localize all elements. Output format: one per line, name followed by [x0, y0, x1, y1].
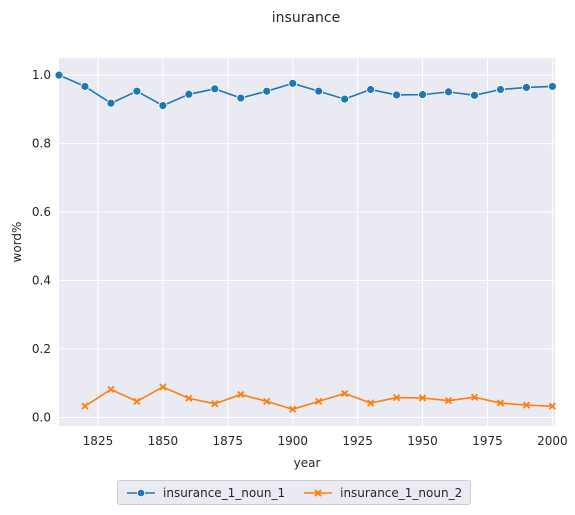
data-point-series-2	[341, 389, 349, 398]
data-point-series-1	[288, 78, 298, 88]
legend-item-series-2: insurance_1_noun_2	[303, 486, 462, 500]
data-point-series-1	[54, 70, 64, 80]
data-point-series-2	[81, 402, 89, 410]
y-tick-label: 0.2	[32, 342, 51, 356]
data-point-series-1	[392, 90, 401, 100]
series-markers	[54, 70, 557, 413]
data-point-series-1	[80, 82, 90, 91]
data-point-series-2	[470, 393, 479, 401]
data-point-series-1	[236, 93, 246, 103]
x-tick-label: 1875	[213, 434, 244, 448]
plot-area	[59, 58, 555, 426]
y-tick-label: 0.0	[32, 410, 51, 424]
data-point-series-1	[262, 86, 272, 96]
x-tick-label: 1900	[277, 434, 308, 448]
data-point-series-1	[158, 101, 168, 110]
x-tick-label: 1950	[407, 434, 438, 448]
data-point-series-2	[263, 397, 271, 405]
data-point-series-2	[366, 399, 375, 407]
data-point-series-2	[548, 402, 557, 410]
x-axis-label: year	[294, 456, 321, 470]
data-point-series-1	[366, 85, 376, 94]
data-point-series-1	[496, 85, 505, 94]
x-tick-label: 1825	[83, 434, 114, 448]
y-tick-labels: 0.0 0.2 0.4 0.6 0.8 1.0	[32, 68, 51, 424]
legend-label-series-2: insurance_1_noun_2	[340, 485, 463, 500]
x-tick-label: 1925	[342, 434, 373, 448]
data-point-series-1	[444, 87, 453, 97]
data-point-series-2	[392, 393, 401, 402]
data-point-series-1	[132, 86, 142, 96]
data-point-series-2	[289, 405, 297, 413]
legend: insurance_1_noun_1 insurance_1_noun_2	[117, 480, 472, 505]
circle-marker-icon	[127, 488, 155, 497]
data-point-series-2	[418, 394, 427, 402]
data-point-series-1	[548, 82, 557, 91]
data-point-series-2	[159, 383, 167, 391]
data-point-series-1	[340, 94, 350, 104]
data-point-series-1	[210, 84, 220, 94]
data-point-series-2	[496, 399, 505, 407]
data-point-series-1	[184, 89, 194, 99]
y-tick-label: 0.4	[32, 274, 51, 288]
data-point-series-1	[522, 83, 531, 92]
x-tick-label: 1850	[148, 434, 179, 448]
y-tick-label: 1.0	[32, 68, 51, 82]
x-tick-label: 2000	[537, 434, 568, 448]
x-tick-labels: 1825 1850 1875 1900 1925 1950 1975 2000	[83, 434, 568, 448]
y-axis-label: word%	[10, 222, 24, 263]
x-marker-icon	[304, 488, 333, 497]
grid-lines	[59, 58, 555, 426]
legend-item-series-1: insurance_1_noun_1	[126, 486, 285, 500]
data-point-series-2	[185, 394, 193, 402]
data-point-series-1	[314, 86, 324, 96]
data-point-series-2	[133, 397, 141, 405]
data-point-series-2	[211, 400, 219, 408]
y-tick-label: 0.8	[32, 137, 51, 151]
data-point-series-2	[107, 385, 115, 394]
data-point-series-2	[237, 390, 245, 399]
data-point-series-2	[522, 401, 531, 409]
data-point-series-2	[444, 397, 453, 405]
x-tick-label: 1975	[472, 434, 503, 448]
y-tick-label: 0.6	[32, 205, 51, 219]
data-point-series-1	[106, 98, 116, 108]
data-point-series-1	[418, 90, 427, 100]
legend-label-series-1: insurance_1_noun_1	[163, 485, 286, 500]
data-point-series-1	[470, 90, 479, 100]
data-point-series-2	[315, 397, 323, 405]
chart-title: insurance	[272, 10, 340, 26]
